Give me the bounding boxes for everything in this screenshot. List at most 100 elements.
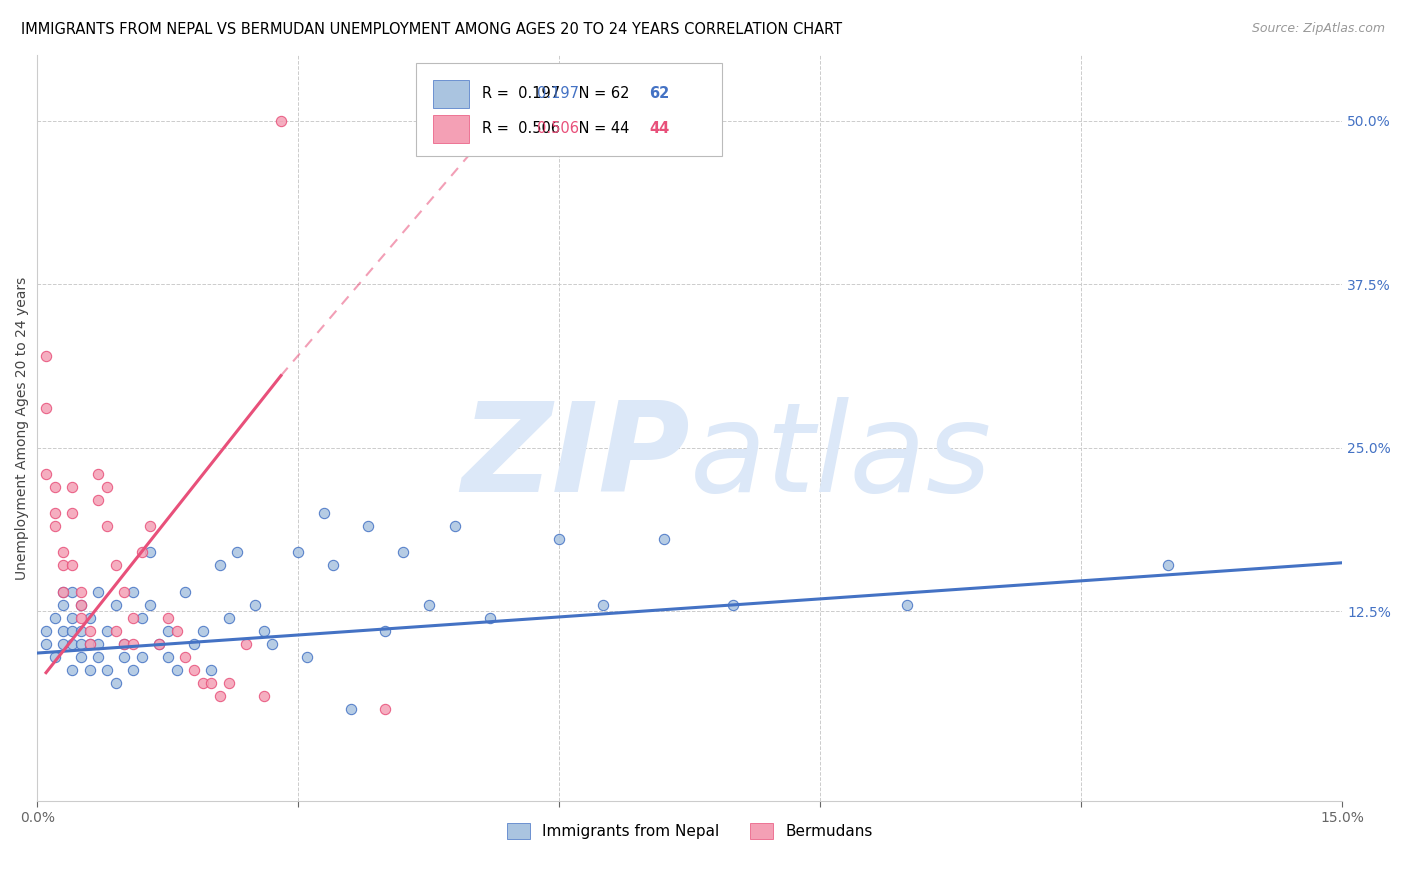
Point xyxy=(52,598,75,612)
Text: Source: ZipAtlas.com: Source: ZipAtlas.com xyxy=(1251,22,1385,36)
Point xyxy=(166,624,188,638)
Point xyxy=(592,598,614,612)
Legend: Immigrants from Nepal, Bermudans: Immigrants from Nepal, Bermudans xyxy=(501,817,879,846)
Point xyxy=(69,650,91,665)
Point xyxy=(35,401,58,416)
Text: 62: 62 xyxy=(650,86,669,101)
Point xyxy=(723,598,745,612)
Point xyxy=(166,663,188,677)
Point xyxy=(548,533,571,547)
Point xyxy=(1157,558,1180,573)
Point xyxy=(122,663,145,677)
Point xyxy=(44,650,66,665)
Point xyxy=(131,611,153,625)
Point xyxy=(87,467,110,481)
Point xyxy=(60,624,83,638)
Point xyxy=(60,611,83,625)
Point xyxy=(79,663,101,677)
Text: 0.506: 0.506 xyxy=(537,120,579,136)
Point xyxy=(262,637,284,651)
Text: R =  0.506    N = 44: R = 0.506 N = 44 xyxy=(482,120,630,136)
Point xyxy=(896,598,918,612)
Point xyxy=(79,637,101,651)
FancyBboxPatch shape xyxy=(433,115,470,143)
Point xyxy=(35,349,58,363)
Point xyxy=(60,506,83,520)
Point xyxy=(96,519,118,533)
Point xyxy=(270,113,292,128)
Point xyxy=(60,637,83,651)
Point xyxy=(156,611,179,625)
Point xyxy=(52,558,75,573)
Point xyxy=(252,624,274,638)
Point xyxy=(122,637,145,651)
Point xyxy=(35,467,58,481)
Point xyxy=(183,637,205,651)
Y-axis label: Unemployment Among Ages 20 to 24 years: Unemployment Among Ages 20 to 24 years xyxy=(15,277,30,580)
Point xyxy=(156,650,179,665)
Point xyxy=(243,598,266,612)
Point xyxy=(104,624,127,638)
Point xyxy=(148,637,170,651)
Point xyxy=(87,637,110,651)
Point xyxy=(69,611,91,625)
Point xyxy=(191,624,214,638)
Point xyxy=(235,637,257,651)
Point xyxy=(218,611,240,625)
Point xyxy=(69,624,91,638)
Point xyxy=(52,545,75,559)
Point xyxy=(322,558,344,573)
Point xyxy=(156,624,179,638)
Point xyxy=(69,598,91,612)
Point xyxy=(52,624,75,638)
Point xyxy=(139,519,162,533)
Text: R =  0.197    N = 62: R = 0.197 N = 62 xyxy=(482,86,630,101)
Point xyxy=(96,480,118,494)
Point xyxy=(104,558,127,573)
Point xyxy=(69,637,91,651)
Point xyxy=(174,584,197,599)
Text: atlas: atlas xyxy=(690,397,991,518)
Point xyxy=(218,676,240,690)
Point xyxy=(60,663,83,677)
Point xyxy=(191,676,214,690)
Point xyxy=(96,663,118,677)
Text: ZIP: ZIP xyxy=(461,397,690,518)
Point xyxy=(183,663,205,677)
Point xyxy=(44,611,66,625)
Point xyxy=(60,584,83,599)
Point xyxy=(87,493,110,508)
Text: IMMIGRANTS FROM NEPAL VS BERMUDAN UNEMPLOYMENT AMONG AGES 20 TO 24 YEARS CORRELA: IMMIGRANTS FROM NEPAL VS BERMUDAN UNEMPL… xyxy=(21,22,842,37)
FancyBboxPatch shape xyxy=(433,79,470,108)
Point xyxy=(122,611,145,625)
Point xyxy=(208,690,231,704)
Point xyxy=(374,624,396,638)
Point xyxy=(200,663,222,677)
Point xyxy=(60,558,83,573)
Point xyxy=(652,533,675,547)
Point xyxy=(148,637,170,651)
Point xyxy=(44,506,66,520)
Point xyxy=(79,637,101,651)
Point xyxy=(35,637,58,651)
Point xyxy=(339,702,361,716)
Point xyxy=(60,480,83,494)
Point xyxy=(131,650,153,665)
Point xyxy=(96,624,118,638)
Point xyxy=(208,558,231,573)
Point xyxy=(174,650,197,665)
Point xyxy=(104,598,127,612)
Point xyxy=(87,650,110,665)
Point xyxy=(226,545,249,559)
Point xyxy=(287,545,309,559)
Point xyxy=(252,690,274,704)
Text: 0.197: 0.197 xyxy=(537,86,579,101)
Point xyxy=(69,584,91,599)
Point xyxy=(104,676,127,690)
FancyBboxPatch shape xyxy=(416,62,723,156)
Point xyxy=(52,637,75,651)
Point xyxy=(139,598,162,612)
Point xyxy=(87,584,110,599)
Point xyxy=(44,480,66,494)
Point xyxy=(357,519,380,533)
